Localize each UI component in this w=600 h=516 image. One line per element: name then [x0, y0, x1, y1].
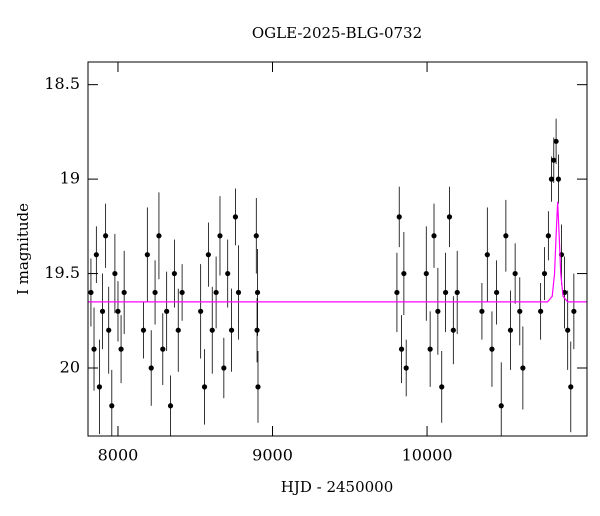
data-point: [507, 327, 514, 333]
x-tick-label: 9000: [252, 446, 293, 465]
data-point: [254, 327, 260, 333]
data-point: [512, 270, 518, 277]
data-point: [538, 308, 544, 314]
data-point: [498, 403, 504, 409]
data-point: [551, 157, 557, 163]
data-point: [209, 327, 215, 333]
data-point: [205, 252, 211, 258]
data-point: [179, 289, 185, 296]
data-point: [175, 327, 181, 333]
data-point: [435, 308, 441, 314]
data-point: [427, 346, 433, 352]
data-point: [115, 308, 121, 314]
data-point: [99, 308, 106, 314]
data-point: [401, 270, 407, 277]
data-point: [545, 233, 551, 239]
data-point: [253, 233, 259, 239]
y-tick-label: 19.5: [44, 263, 80, 282]
plot-frame: [87, 61, 588, 437]
data-point: [565, 327, 571, 333]
data-point: [484, 252, 490, 258]
data-point: [568, 384, 574, 390]
plot-area: [88, 118, 587, 436]
data-point: [225, 270, 231, 277]
data-point: [520, 365, 526, 371]
data-point: [148, 365, 154, 371]
data-point: [454, 289, 460, 296]
data-point: [221, 365, 227, 371]
x-axis-label: HJD - 2450000: [281, 478, 394, 496]
data-point: [156, 233, 162, 239]
data-point: [228, 327, 235, 333]
data-point: [479, 308, 485, 314]
data-point: [167, 403, 174, 409]
data-point: [548, 176, 555, 182]
data-point: [503, 233, 509, 239]
data-point: [394, 289, 400, 296]
data-point: [493, 289, 500, 296]
data-point: [112, 270, 118, 277]
data-point: [423, 270, 429, 277]
y-axis-label: I magnitude: [14, 203, 32, 295]
data-point: [442, 289, 449, 296]
data-point: [439, 384, 445, 390]
y-tick-label: 18.5: [44, 74, 80, 93]
y-tick-label: 20: [60, 358, 80, 377]
data-point: [553, 138, 559, 144]
data-point: [160, 346, 166, 352]
data-point: [541, 270, 548, 277]
x-tick-label: 8000: [98, 446, 139, 465]
data-point: [164, 308, 170, 314]
data-point: [118, 346, 124, 352]
data-point: [198, 308, 204, 314]
data-point: [109, 403, 115, 409]
data-point: [403, 365, 409, 371]
x-tick-label: 10000: [402, 446, 453, 465]
data-point: [555, 176, 562, 182]
data-point: [152, 289, 158, 296]
data-point: [140, 327, 147, 333]
data-point: [201, 384, 208, 390]
data-point: [517, 308, 523, 314]
data-point: [235, 289, 242, 296]
data-point: [171, 270, 177, 277]
chart-title: OGLE-2025-BLG-0732: [252, 24, 422, 42]
data-point: [213, 289, 219, 296]
data-point: [398, 346, 405, 352]
data-point: [93, 252, 99, 258]
data-point: [489, 346, 495, 352]
data-point: [121, 289, 127, 296]
data-point: [255, 384, 261, 390]
data-point: [144, 252, 150, 258]
y-tick-label: 19: [60, 169, 80, 188]
data-point: [396, 214, 402, 220]
data-point: [431, 233, 437, 239]
model-line: [88, 201, 587, 303]
data-point: [96, 384, 103, 390]
data-point: [254, 289, 261, 296]
data-point: [88, 289, 94, 296]
data-point: [232, 214, 239, 220]
data-point: [446, 214, 453, 220]
data-point: [91, 346, 97, 352]
data-point: [217, 233, 223, 239]
data-point: [106, 327, 112, 333]
data-point: [450, 327, 456, 333]
data-point: [571, 308, 577, 314]
data-point: [103, 233, 109, 239]
